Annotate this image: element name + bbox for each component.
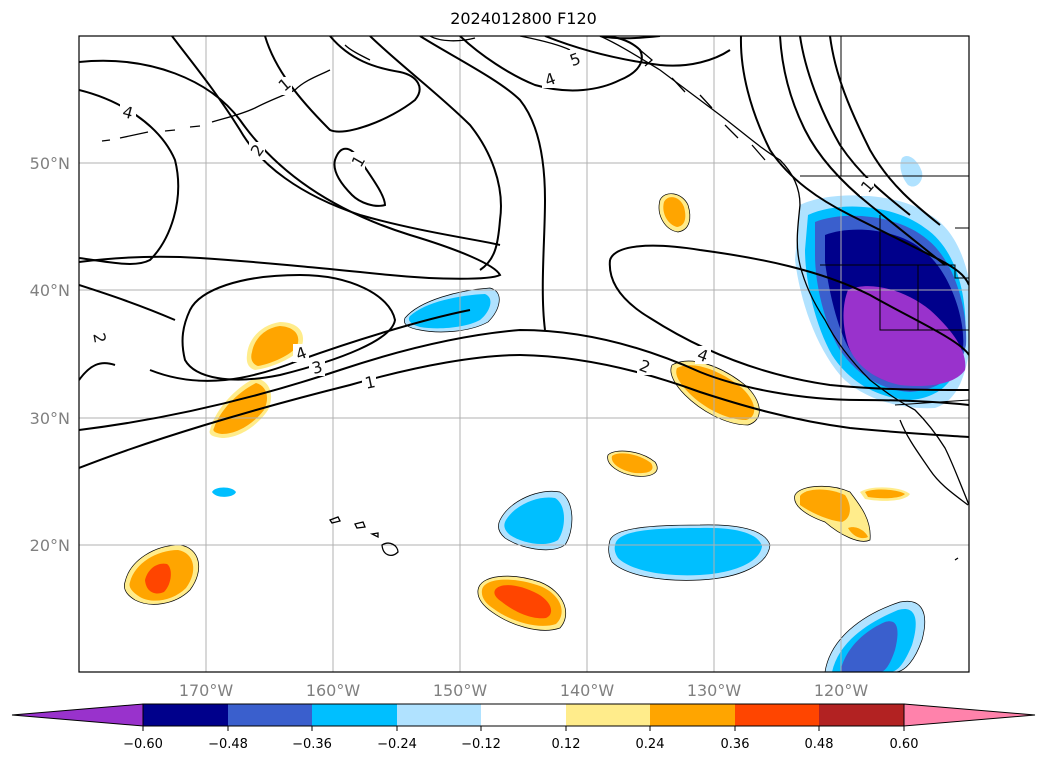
colorbar-segment: [397, 704, 481, 726]
colorbar-tick-label: −0.36: [292, 737, 332, 752]
longitude-labels: 170°W 160°W 150°W 140°W 130°W 120°W: [179, 681, 869, 700]
lat-label: 50°N: [30, 154, 70, 173]
colorbar-tick-label: −0.24: [377, 737, 417, 752]
lon-label: 120°W: [814, 681, 869, 700]
contour-label: 2: [89, 331, 109, 344]
map-area: 4 1 2 1 5 4 1 2 4 3 1 2 4: [79, 36, 969, 672]
contour-label: 1: [363, 372, 377, 393]
colorbar: −0.60 −0.48 −0.36 −0.24 −0.12 0.12 0.24 …: [11, 703, 1036, 752]
colorbar-tick-label: 0.48: [805, 737, 834, 752]
lat-label: 20°N: [30, 536, 70, 555]
colorbar-segment: [819, 704, 904, 726]
lat-label: 30°N: [30, 409, 70, 428]
contour-label-layer: 4 1 2 1 5 4 1 2 4 3 1 2 4: [89, 49, 878, 393]
colorbar-segment: [228, 704, 312, 726]
colorbar-segment: [312, 704, 397, 726]
lon-label: 130°W: [687, 681, 742, 700]
contour-line-layer: [79, 36, 969, 469]
anomaly-fill-layer: [124, 155, 969, 672]
plot-title: 2024012800 F120: [450, 9, 597, 28]
colorbar-segment: [566, 704, 650, 726]
colorbar-tick-label: −0.48: [208, 737, 248, 752]
colorbar-tick-label: −0.12: [461, 737, 501, 752]
colorbar-tick-label: 0.24: [636, 737, 665, 752]
lat-label: 40°N: [30, 281, 70, 300]
lon-label: 140°W: [560, 681, 615, 700]
contour-label: 4: [120, 102, 135, 123]
colorbar-tick-label: −0.60: [123, 737, 163, 752]
colorbar-tick-label: 0.12: [552, 737, 581, 752]
latitude-labels: 50°N 40°N 30°N 20°N: [30, 154, 70, 555]
lon-label: 160°W: [306, 681, 361, 700]
colorbar-segment: [650, 704, 735, 726]
shade-outline-layer: [123, 193, 926, 672]
colorbar-tick-label: 0.36: [721, 737, 750, 752]
colorbar-tick-label: 0.60: [890, 737, 919, 752]
colorbar-segment: [735, 704, 819, 726]
lon-label: 150°W: [433, 681, 488, 700]
lon-label: 170°W: [179, 681, 234, 700]
colorbar-segment: [143, 704, 228, 726]
colorbar-extend-high: [903, 703, 1036, 727]
colorbar-extend-low: [11, 703, 144, 727]
map-frame: [78, 35, 970, 673]
contour-label: 3: [310, 357, 325, 378]
border-layer: [800, 36, 969, 406]
colorbar-segment: [481, 704, 566, 726]
